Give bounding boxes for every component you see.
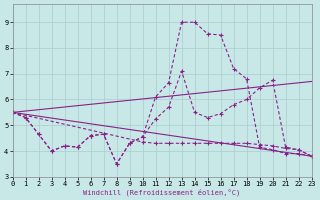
X-axis label: Windchill (Refroidissement éolien,°C): Windchill (Refroidissement éolien,°C): [84, 188, 241, 196]
